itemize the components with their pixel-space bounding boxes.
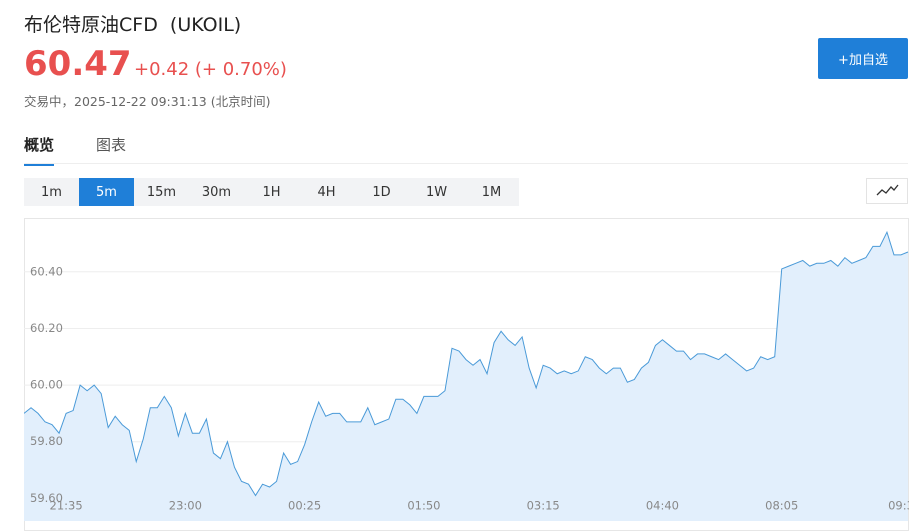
status: 交易中，2025-12-22 09:31:13 (北京时间) [24,94,271,109]
y-tick-label: 60.00 [30,378,63,392]
timeframe-button[interactable]: 15m [146,184,177,200]
timeframe-button[interactable]: 1m [41,184,62,200]
x-tick-label: 09:3 [888,499,909,513]
divider [24,163,908,164]
price: 60.47 [24,44,132,84]
timeframe-button[interactable]: 4H [317,184,336,200]
y-tick-label: 60.40 [30,264,63,278]
timeframe-button[interactable]: 5m [79,178,134,206]
y-tick-label: 59.60 [30,491,63,505]
line [24,230,909,497]
chart: 59.60 59.80 60.00 60.20 60.40 21:35 23:00 00:25… [24,218,909,531]
x-tick-label: 04:40 [646,499,679,513]
title: 布伦特原油CFD (UKOIL) [24,14,242,36]
timeframe-bar: 1m 5m 15m 30m 1H 4H 1D 1W 1M [24,178,519,206]
x-tick-label: 21:35 [50,499,83,513]
change: +0.42 (+ 0.70%) [134,59,287,80]
timeframe-button[interactable]: 1M [481,184,502,200]
x-tick-label: 23:00 [169,499,202,513]
timeframe-button[interactable]: 1W [425,184,448,200]
timeframe-button[interactable]: 1H [262,184,281,200]
x-tick-label: 03:15 [527,499,560,513]
x-tick-label: 01:50 [407,499,440,513]
chart-type-button[interactable] [866,178,908,204]
chart-icon [876,184,899,196]
timeframe-button[interactable]: 30m [201,184,232,200]
x-tick-label: 00:25 [288,499,321,513]
x-tick-label: 08:05 [765,499,798,513]
y-tick-label: 59.80 [30,434,63,448]
area [24,232,908,521]
timeframe-button[interactable]: 1D [372,184,391,200]
tab[interactable]: 概览 [24,134,55,166]
tab[interactable]: 图表 [96,136,127,154]
y-tick-label: 60.20 [30,321,63,335]
add-watchlist-button[interactable]: +加自选 [818,38,908,79]
